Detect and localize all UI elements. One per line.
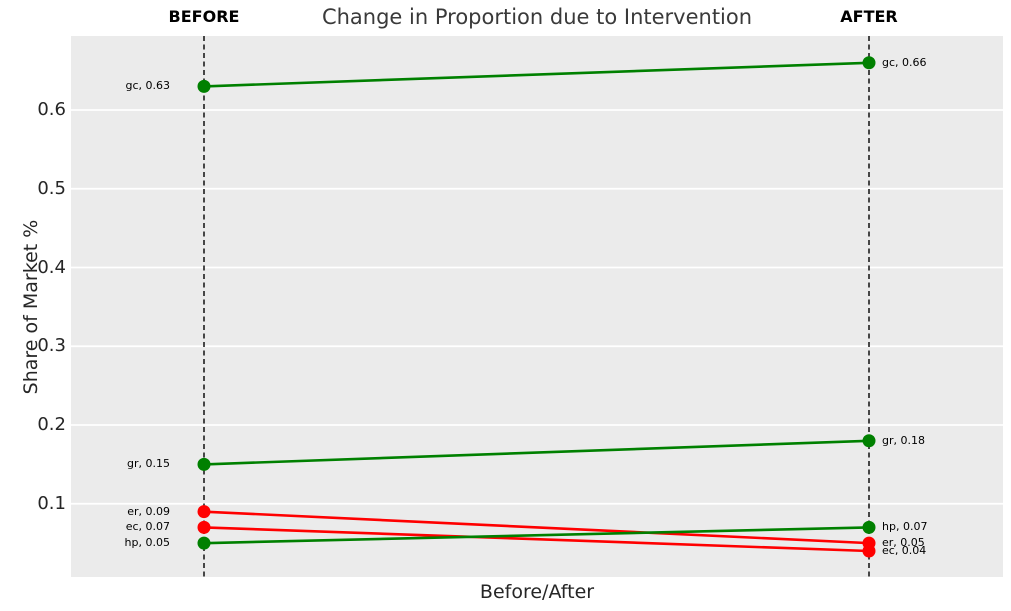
point-gr-after [862, 434, 876, 448]
annotation-hp-before: hp, 0.05 [124, 536, 170, 550]
y-tick-label: 0.4 [37, 256, 66, 278]
point-hp-after [862, 520, 876, 534]
chart-title: Change in Proportion due to Intervention [321, 5, 753, 29]
point-gr-before [197, 457, 211, 471]
y-tick-label: 0.3 [37, 335, 66, 357]
annotation-gr-after: gr, 0.18 [882, 433, 925, 447]
before-column-header: BEFORE [168, 7, 240, 26]
annotation-er-before: er, 0.09 [127, 504, 170, 518]
point-gc-after [862, 56, 876, 70]
after-column-header: AFTER [840, 7, 898, 26]
annotation-hp-after: hp, 0.07 [882, 520, 928, 534]
series-line-gr [203, 439, 870, 466]
series-line-ec [203, 526, 870, 553]
y-axis-label: Share of Market % [20, 219, 42, 395]
y-tick-label: 0.5 [37, 177, 66, 199]
point-hp-before [197, 536, 211, 550]
annotation-ec-before: ec, 0.07 [125, 520, 170, 534]
point-ec-after [862, 544, 876, 558]
annotation-gc-after: gc, 0.66 [882, 55, 927, 69]
y-tick-label: 0.2 [37, 414, 66, 436]
annotation-gc-before: gc, 0.63 [125, 79, 170, 93]
point-gc-before [197, 79, 211, 93]
point-ec-before [197, 520, 211, 534]
annotation-er-after: er, 0.05 [882, 536, 925, 550]
y-tick-label: 0.6 [37, 99, 66, 121]
y-tick-label: 0.1 [37, 492, 66, 514]
annotation-ec-after: ec, 0.04 [882, 544, 927, 557]
plot-area [71, 36, 1003, 577]
series-line-hp [203, 526, 870, 545]
series-line-gc [203, 61, 870, 88]
point-er-before [197, 505, 211, 519]
x-axis-label: Before/After [479, 581, 595, 603]
series-line-er [203, 510, 870, 545]
annotation-gr-before: gr, 0.15 [127, 457, 170, 471]
